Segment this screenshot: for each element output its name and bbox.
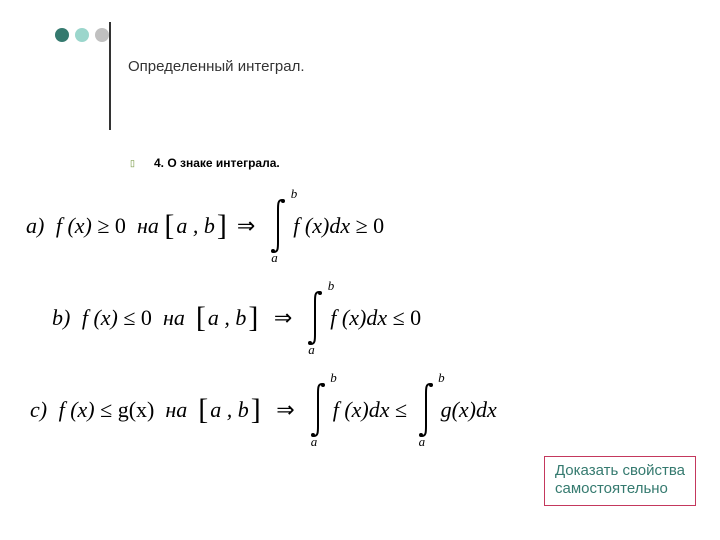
lhs-fn-b: f (x) xyxy=(82,305,118,331)
rhs2-fn-c: g(x)dx xyxy=(441,397,497,423)
circle-2-icon xyxy=(75,28,89,42)
on-word-c: на xyxy=(165,397,187,423)
rhs-fn-a: f (x)dx xyxy=(293,213,350,239)
rhs-rel-b: ≤ 0 xyxy=(393,305,422,331)
interval-b: [a , b] xyxy=(196,305,259,331)
integral-icon: b a xyxy=(307,374,331,446)
title-circles xyxy=(55,28,109,42)
interval-a: [a , b] xyxy=(164,213,227,239)
math-line-b: b) f (x) ≤ 0 на [a , b] ⇒ b a f (x)dx ≤ … xyxy=(52,272,690,364)
bullet-row: ▯ 4. О знаке интеграла. xyxy=(130,156,280,170)
header-divider xyxy=(109,22,111,130)
interval-c: [a , b] xyxy=(198,397,261,423)
slide: Определенный интеграл. ▯ 4. О знаке инте… xyxy=(0,0,720,540)
rhs-rel-a: ≥ 0 xyxy=(356,213,385,239)
integral-icon: b a xyxy=(415,374,439,446)
math-line-a: a) f (x) ≥ 0 на [a , b] ⇒ b a f (x)dx ≥ … xyxy=(26,180,690,272)
circle-1-icon xyxy=(55,28,69,42)
rhs-fn-b: f (x)dx xyxy=(330,305,387,331)
lhs-rel-c: ≤ g(x) xyxy=(100,397,154,423)
note-line2: самостоятельно xyxy=(555,480,685,499)
integral-icon: b a xyxy=(267,190,291,262)
lhs-rel-b: ≤ 0 xyxy=(123,305,152,331)
implies-arrow-icon: ⇒ xyxy=(274,305,292,331)
implies-arrow-icon: ⇒ xyxy=(237,213,255,239)
note-line1: Доказать свойства xyxy=(555,462,685,481)
lhs-fn-a: f (x) xyxy=(56,213,92,239)
lhs-fn-c: f (x) xyxy=(59,397,95,423)
page-title: Определенный интеграл. xyxy=(128,58,305,75)
implies-arrow-icon: ⇒ xyxy=(276,397,294,423)
note-box: Доказать свойства самостоятельно xyxy=(544,456,696,507)
circle-3-icon xyxy=(95,28,109,42)
bullet-icon: ▯ xyxy=(130,158,136,168)
integral-icon: b a xyxy=(304,282,328,354)
math-area: a) f (x) ≥ 0 на [a , b] ⇒ b a f (x)dx ≥ … xyxy=(30,180,690,456)
bullet-text: 4. О знаке интеграла. xyxy=(154,156,280,170)
rhs-rel-c: ≤ xyxy=(395,397,407,423)
header xyxy=(55,28,109,42)
on-word-b: на xyxy=(163,305,185,331)
on-word-a: на xyxy=(137,213,159,239)
math-label-a: a) xyxy=(26,213,44,239)
math-label-b: b) xyxy=(52,305,70,331)
rhs-fn-c: f (x)dx xyxy=(333,397,390,423)
math-line-c: c) f (x) ≤ g(x) на [a , b] ⇒ b a f (x)dx… xyxy=(30,364,690,456)
math-label-c: c) xyxy=(30,397,47,423)
lhs-rel-a: ≥ 0 xyxy=(97,213,126,239)
